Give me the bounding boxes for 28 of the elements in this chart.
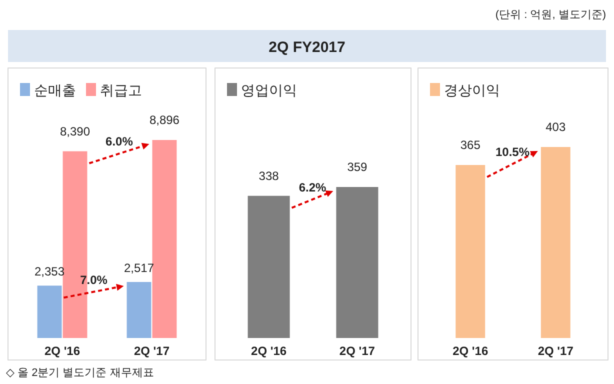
bar bbox=[152, 140, 177, 338]
legend-label: 순매출 bbox=[34, 82, 76, 98]
data-label: 2,353 bbox=[34, 264, 65, 279]
data-label: 359 bbox=[347, 160, 368, 174]
x-tick-label: 2Q '17 bbox=[134, 344, 170, 358]
x-tick-label: 2Q '16 bbox=[251, 344, 287, 358]
annotation: 6.2% bbox=[298, 180, 326, 194]
legend-label: 취급고 bbox=[100, 82, 142, 98]
annotation: 10.5% bbox=[495, 145, 530, 160]
data-label: 8,896 bbox=[149, 113, 180, 127]
bar bbox=[37, 286, 62, 338]
data-label: 2,517 bbox=[124, 260, 154, 275]
data-label: 338 bbox=[258, 168, 280, 183]
x-tick-label: 2Q '17 bbox=[339, 344, 376, 358]
x-tick-label: 2Q '16 bbox=[44, 344, 80, 358]
data-label: 365 bbox=[460, 138, 481, 152]
annotation: 6.0% bbox=[106, 134, 134, 149]
bar bbox=[126, 282, 152, 338]
data-label: 403 bbox=[546, 120, 566, 134]
x-tick-label: 2Q '17 bbox=[538, 344, 574, 358]
chart-title: 2Q FY2017 bbox=[268, 39, 346, 56]
legend-label: 경상이익 bbox=[444, 82, 500, 98]
legend-label: 영업이익 bbox=[241, 82, 297, 98]
chart-subtitle: (단위 : 억원, 별도기준) bbox=[495, 9, 606, 21]
data-label: 8,390 bbox=[60, 124, 90, 138]
text: ◇ 올 2분기 별도기준 재무제표 bbox=[6, 367, 154, 379]
x-tick-label: 2Q '16 bbox=[452, 344, 488, 358]
annotation: 7.0% bbox=[80, 272, 108, 287]
